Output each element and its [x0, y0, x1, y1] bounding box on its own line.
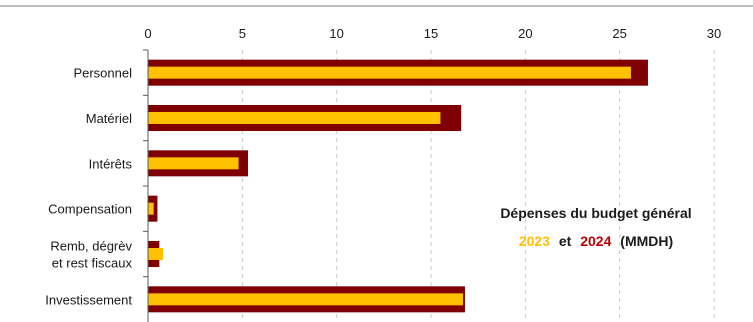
- category-label: Investissement: [45, 292, 132, 307]
- x-tick-label: 5: [239, 26, 246, 41]
- x-axis-ticks: 0 5 10 15 20 25 30: [144, 26, 721, 41]
- x-tick-label: 10: [329, 26, 343, 41]
- bar-2023: [148, 157, 239, 170]
- gridlines: [241, 50, 715, 322]
- x-tick-label: 0: [144, 26, 151, 41]
- x-tick-label: 30: [707, 26, 721, 41]
- bar-2023: [148, 66, 631, 79]
- x-tick-label: 15: [424, 26, 438, 41]
- annotation-year-2024: 2024: [580, 233, 611, 249]
- annotation-year-2023: 2023: [519, 233, 550, 249]
- bar-2023: [148, 293, 464, 306]
- bars: [148, 59, 648, 313]
- annotation-line2: 2023 et 2024 (MMDH): [519, 233, 673, 249]
- category-label: Matériel: [86, 111, 132, 126]
- category-label: Compensation: [48, 202, 132, 217]
- bar-2023: [148, 202, 154, 215]
- x-tick-label: 20: [518, 26, 532, 41]
- x-tick-label: 25: [612, 26, 626, 41]
- category-label: Intérêts: [89, 156, 133, 171]
- category-label: Remb, dégrèv: [50, 239, 132, 254]
- bar-2023: [148, 112, 441, 124]
- annotation-line1: Dépenses du budget général: [500, 205, 691, 221]
- category-label: Personnel: [73, 66, 132, 81]
- annotation-connector: et: [559, 233, 572, 249]
- y-axis: Personnel Matériel Intérêts Compensation Rem…: [45, 49, 149, 322]
- bar-2023: [148, 248, 164, 260]
- category-label: et rest fiscaux: [52, 256, 133, 271]
- annotation-unit: (MMDH): [620, 233, 673, 249]
